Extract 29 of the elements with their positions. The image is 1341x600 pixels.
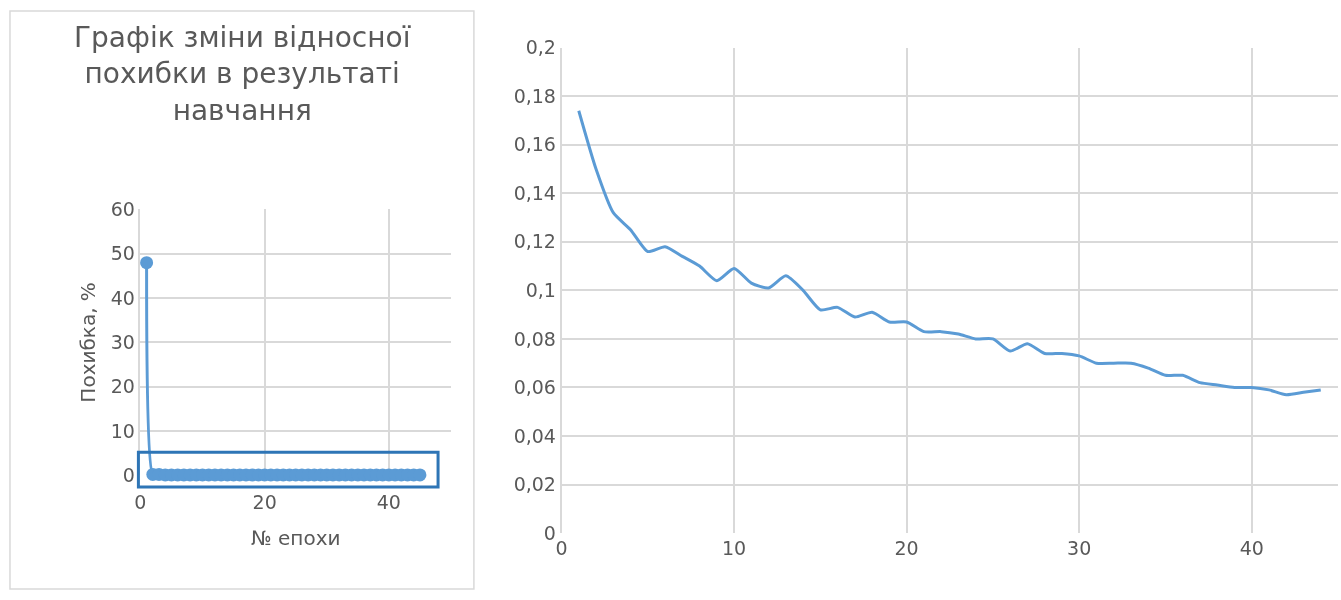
- y-tick-label: 50: [110, 242, 135, 265]
- y-tick-label: 0,06: [513, 376, 556, 399]
- y-tick-label: 0,1: [525, 279, 556, 302]
- y-tick-label: 0,12: [513, 230, 556, 253]
- y-tick-label: 20: [110, 375, 135, 398]
- y-tick-label: 0,16: [513, 133, 556, 156]
- y-tick-label: 0,14: [513, 181, 556, 204]
- line-series: [577, 109, 1323, 397]
- x-tick-label: 30: [1067, 537, 1092, 560]
- y-tick-label: 10: [110, 419, 135, 442]
- y-tick-label: 40: [110, 286, 135, 309]
- y-tick-label: 0,18: [513, 84, 556, 107]
- y-tick-label: 30: [110, 331, 135, 354]
- x-tick-label: 40: [376, 491, 401, 514]
- chart-title: Графік зміни відносної похибки в результаті навчання: [74, 21, 411, 127]
- y-tick-label: 0,02: [513, 473, 556, 496]
- x-axis-title: № епохи: [250, 525, 341, 550]
- x-tick-label: 20: [252, 491, 277, 514]
- y-tick-label: 0,2: [525, 36, 556, 59]
- x-tick-label: 10: [721, 537, 747, 560]
- x-tick-label: 20: [894, 537, 919, 560]
- y-tick-label: 0: [543, 521, 556, 544]
- y-axis-title: Похибка, %: [75, 282, 100, 403]
- y-tick-label: 0,04: [513, 424, 556, 447]
- x-tick-label: 40: [1239, 537, 1264, 560]
- y-tick-label: 0: [122, 463, 135, 486]
- y-tick-label: 0,08: [513, 327, 556, 350]
- point: [140, 256, 154, 270]
- y-tick-label: 60: [110, 198, 135, 221]
